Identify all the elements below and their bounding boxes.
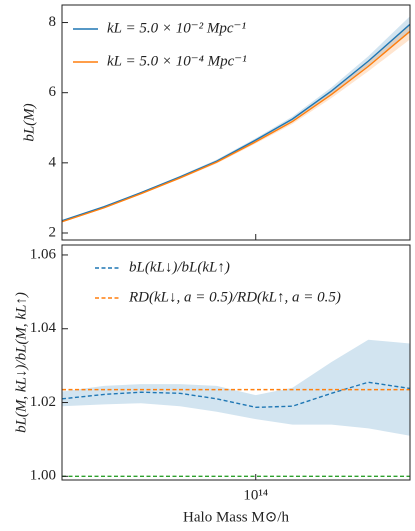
legend-label: kL = 5.0 × 10⁻² Mpc⁻¹ bbox=[107, 20, 246, 36]
legend-label: bL(kL↓)/bL(kL↑) bbox=[129, 259, 230, 275]
y-tick-label: 1.04 bbox=[30, 320, 57, 336]
legend-label: RD(kL↓, a = 0.5)/RD(kL↑, a = 0.5) bbox=[128, 289, 341, 305]
band bbox=[62, 16, 410, 222]
y-tick-label: 4 bbox=[49, 154, 57, 170]
x-axis-label: Halo Mass M⊙/h bbox=[183, 509, 289, 525]
series-line bbox=[62, 381, 410, 409]
axes-frame bbox=[61, 244, 411, 481]
y-tick-label: 8 bbox=[49, 14, 57, 30]
y-tick-label: 1.06 bbox=[30, 246, 57, 262]
y-tick-label: 2 bbox=[49, 224, 57, 240]
y-tick-label: 6 bbox=[49, 84, 57, 100]
legend-label: kL = 5.0 × 10⁻⁴ Mpc⁻¹ bbox=[107, 53, 247, 69]
series-line bbox=[62, 23, 410, 222]
y-axis-label: bL(M) bbox=[21, 103, 37, 141]
y-tick-label: 1.00 bbox=[30, 468, 56, 484]
band bbox=[62, 339, 410, 436]
series-line bbox=[62, 30, 410, 223]
x-tick-label: 10¹⁴ bbox=[243, 487, 268, 503]
y-tick-label: 1.02 bbox=[30, 394, 56, 410]
y-axis-label: bL(M, kL↓)/bL(M, kL↑) bbox=[13, 292, 29, 433]
axes-frame bbox=[61, 4, 411, 241]
